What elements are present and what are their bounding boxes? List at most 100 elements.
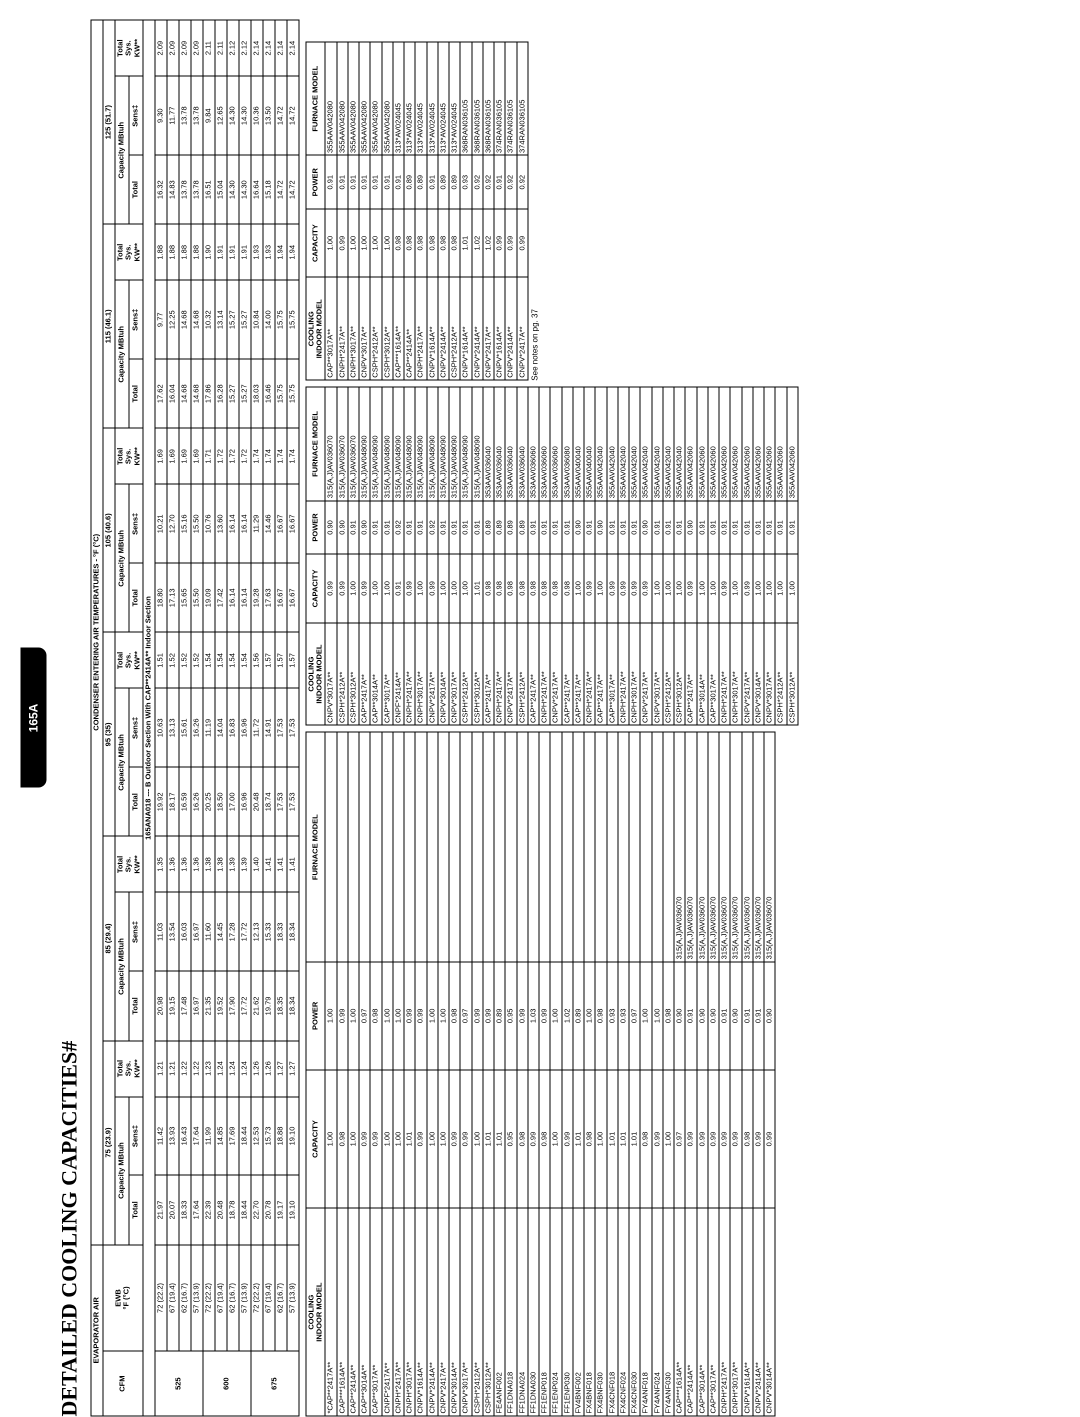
value-cell: 13.78 bbox=[191, 76, 203, 155]
value-cell: 1.01 bbox=[573, 1070, 584, 1208]
value-cell: 17.53 bbox=[275, 767, 287, 836]
value-cell: 22.39 bbox=[203, 1175, 215, 1244]
value-cell: 1.00 bbox=[382, 209, 393, 278]
value-cell: FY4ANF030 bbox=[663, 1208, 674, 1416]
value-cell: 0.91 bbox=[775, 501, 786, 554]
value-cell: 16.46 bbox=[263, 359, 275, 428]
value-cell: 0.99 bbox=[337, 554, 348, 623]
value-cell: 14.72 bbox=[275, 155, 287, 224]
value-cell: 353AAV036080 bbox=[562, 387, 573, 501]
value-cell: CSPH*2412A** bbox=[370, 277, 381, 380]
value-cell bbox=[640, 732, 651, 961]
ewb-cell: 62 (16.7) bbox=[227, 1245, 239, 1352]
value-cell: 10.84 bbox=[251, 280, 263, 359]
value-cell: FX4BNF018 bbox=[584, 1208, 595, 1416]
value-cell: CNPV*3017A** bbox=[460, 1208, 471, 1416]
value-cell: CAP**3017A** bbox=[370, 1208, 381, 1416]
value-cell: 1.24 bbox=[227, 1041, 239, 1097]
ewb-cell: 67 (19.4) bbox=[167, 1245, 179, 1352]
value-cell: 353AAV036040 bbox=[505, 387, 516, 501]
value-cell: 1.40 bbox=[251, 836, 263, 892]
value-cell: 0.92 bbox=[505, 155, 516, 208]
table-row: CNPF*2417A**1.001.00 bbox=[382, 732, 393, 1416]
value-cell: 1.74 bbox=[263, 428, 275, 484]
value-cell: 315(A,J)AV036070 bbox=[742, 732, 753, 961]
value-cell: 15.27 bbox=[239, 359, 251, 428]
table-row: CNPV*3017A**1.000.91355AAV042080 bbox=[359, 42, 370, 380]
table-row: CNPH*2417A**1.001.00 bbox=[393, 732, 404, 1416]
col-header: COOLING INDOOR MODEL bbox=[306, 277, 326, 380]
col-header: FURNACE MODEL bbox=[306, 387, 326, 501]
table-row: CNPV*2417A**0.980.91353AAV036060 bbox=[550, 387, 561, 725]
value-cell: 1.38 bbox=[215, 836, 227, 892]
table-row: CAP**2414A**0.990.91315(A,J)AV036070 bbox=[685, 732, 696, 1416]
value-cell: FY4ANF018 bbox=[640, 1208, 651, 1416]
value-cell: 20.25 bbox=[203, 767, 215, 836]
value-cell bbox=[607, 732, 618, 961]
value-cell: 0.91 bbox=[348, 155, 359, 208]
value-cell: 1.52 bbox=[179, 632, 191, 688]
value-cell: FE4ANF002 bbox=[494, 1208, 505, 1416]
value-cell: 1.54 bbox=[203, 632, 215, 688]
cfm-header: CFM bbox=[103, 1351, 143, 1416]
value-cell: 0.98 bbox=[393, 209, 404, 278]
value-cell: 9.84 bbox=[203, 76, 215, 155]
value-cell: CNPH*2417A** bbox=[337, 277, 348, 380]
value-cell: FX4BNF030 bbox=[595, 1208, 606, 1416]
value-cell: 1.74 bbox=[251, 428, 263, 484]
value-cell bbox=[460, 732, 471, 961]
value-cell: *CAP**2417A** bbox=[325, 1208, 336, 1416]
value-cell: 18.74 bbox=[263, 767, 275, 836]
total-header: Total bbox=[129, 155, 143, 224]
table-row: CNPV*2414A**0.980.89313*AV024045 bbox=[438, 42, 449, 380]
value-cell: 355AAV042040 bbox=[663, 387, 674, 501]
value-cell: 0.98 bbox=[663, 962, 674, 1070]
col-header: COOLING INDOOR MODEL bbox=[306, 623, 326, 726]
table-row: CSPH*3012A**1.000.91355AAV042040 bbox=[674, 387, 685, 725]
temp-col: 95 (35) bbox=[103, 632, 115, 836]
value-cell: 0.99 bbox=[370, 1070, 381, 1208]
value-cell: 1.22 bbox=[191, 1041, 203, 1097]
value-cell: 1.26 bbox=[263, 1041, 275, 1097]
table-row: 57 (13.9)18.4418.441.2417.7217.721.3916.… bbox=[239, 20, 251, 1416]
value-cell: 0.91 bbox=[730, 501, 741, 554]
sys-kw-header: Total Sys. KW** bbox=[115, 1041, 143, 1097]
value-cell: 17.69 bbox=[227, 1097, 239, 1176]
value-cell: CNPF*2414A** bbox=[393, 623, 404, 726]
value-cell: 19.79 bbox=[263, 971, 275, 1040]
value-cell: 368RAN036105 bbox=[472, 42, 483, 156]
table-row: CNPH*2417A**0.990.91355AAV040040 bbox=[584, 387, 595, 725]
value-cell: 1.52 bbox=[167, 632, 179, 688]
value-cell: 2.11 bbox=[215, 20, 227, 76]
value-cell: 0.92 bbox=[393, 501, 404, 554]
value-cell: 15.27 bbox=[227, 280, 239, 359]
value-cell: 0.91 bbox=[337, 155, 348, 208]
value-cell: 1.22 bbox=[179, 1041, 191, 1097]
value-cell: 0.99 bbox=[505, 209, 516, 278]
value-cell: 1.00 bbox=[787, 554, 798, 623]
table-row: CSPH*3012A**1.000.91355AAV042060 bbox=[787, 387, 798, 725]
table-row: CAP**2417A**0.980.91353AAV036080 bbox=[562, 387, 573, 725]
table-row: *CAP**2417A**1.001.00 bbox=[325, 732, 336, 1416]
value-cell: 315(A,J)AV048090 bbox=[460, 387, 471, 501]
value-cell: 315(A,J)AV036070 bbox=[697, 732, 708, 961]
table-row: 67 (19.4)20.7815.731.2619.7915.331.4118.… bbox=[263, 20, 275, 1416]
value-cell: 374RAN036105 bbox=[517, 42, 528, 156]
value-cell: CAP**2414A** bbox=[685, 1208, 696, 1416]
value-cell: 1.00 bbox=[393, 962, 404, 1070]
value-cell: 1.00 bbox=[697, 554, 708, 623]
value-cell: 315(A,J)AV048090 bbox=[427, 387, 438, 501]
table-row: CSPH*2412A**1.000.91315(A,J)AV048090 bbox=[460, 387, 471, 725]
temp-col: 85 (29.4) bbox=[103, 836, 115, 1040]
value-cell: 0.99 bbox=[640, 554, 651, 623]
value-cell: CNPV*3014A** bbox=[753, 623, 764, 726]
value-cell: 0.97 bbox=[460, 962, 471, 1070]
value-cell: 1.93 bbox=[263, 224, 275, 280]
value-cell: 2.14 bbox=[287, 20, 299, 76]
value-cell: 0.99 bbox=[719, 1070, 730, 1208]
value-cell: 11.72 bbox=[251, 688, 263, 767]
value-cell: 1.27 bbox=[275, 1041, 287, 1097]
value-cell: 1.72 bbox=[215, 428, 227, 484]
value-cell: 1.00 bbox=[753, 554, 764, 623]
table-row: CAP**2417A**0.990.90315(A,J)AV048090 bbox=[359, 387, 370, 725]
